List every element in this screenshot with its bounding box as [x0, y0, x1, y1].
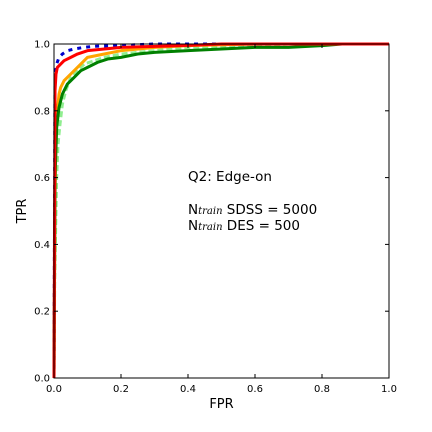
annotation-des-subscript: train [198, 222, 222, 233]
plot-area [54, 44, 389, 378]
x-tick-label: 0.4 [180, 384, 196, 395]
ticks-layer: 0.0 0.2 0.4 0.6 0.8 1.0 0.0 0.2 0.4 0.6 0.8 1.0 [34, 40, 397, 396]
y-tick-label: 0.2 [34, 307, 50, 318]
x-tick-label: 0.2 [113, 384, 129, 395]
annotation-des-text: DES = 500 [223, 218, 300, 234]
x-tick-label: 0.8 [314, 384, 330, 395]
annotation-sdss: Ntrain SDSS = 5000 [188, 202, 317, 218]
annotation-sdss-subscript: train [198, 206, 222, 217]
x-tick-label: 0.0 [46, 384, 62, 395]
y-tick-label: 0.4 [34, 240, 50, 251]
x-axis-label: FPR [209, 397, 233, 412]
annotation-des-prefix: N [188, 218, 198, 234]
roc-series-4-line [52, 42, 389, 379]
annotation-sdss-text: SDSS = 5000 [223, 202, 318, 218]
x-tick-label: 0.6 [247, 384, 263, 395]
annotation-des: Ntrain DES = 500 [188, 218, 300, 234]
roc-series-5-line [52, 42, 389, 379]
plot-frame [53, 43, 390, 379]
y-tick-label: 0.0 [34, 374, 50, 385]
y-tick-label: 0.6 [34, 173, 50, 184]
x-tick-label: 1.0 [381, 384, 397, 395]
annotation-sdss-prefix: N [188, 202, 198, 218]
annotation-title: Q2: Edge-on [188, 169, 272, 185]
y-tick-label: 1.0 [34, 40, 50, 51]
y-axis-label: TPR [15, 199, 30, 225]
y-tick-label: 0.8 [34, 106, 50, 117]
